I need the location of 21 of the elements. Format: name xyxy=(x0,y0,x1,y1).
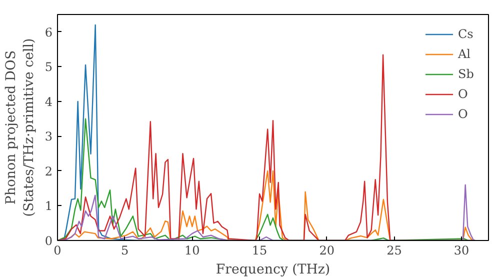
legend-label: Sb xyxy=(458,67,475,81)
y-tick-label: 4 xyxy=(44,94,53,109)
legend-label: O xyxy=(458,107,469,121)
legend-label: Al xyxy=(458,47,472,61)
y-tick-label: 0 xyxy=(44,234,53,248)
x-tick-label: 5 xyxy=(121,244,129,258)
x-tick-label: 10 xyxy=(184,244,200,258)
legend-label: Cs xyxy=(458,27,474,41)
x-tick-label: 0 xyxy=(54,244,62,258)
y-tick-label: 6 xyxy=(44,25,53,40)
y-tick-label: 2 xyxy=(44,164,53,178)
x-axis-title: Frequency (THz) xyxy=(216,262,330,278)
y-axis-title: Phonon projected DOS (States/THz·primitive cell) xyxy=(4,38,37,217)
y-tick-label: 1 xyxy=(44,199,53,214)
x-tick-label: 30 xyxy=(454,244,470,258)
x-tick-label: 20 xyxy=(319,244,335,258)
x-tick-label: 25 xyxy=(386,244,402,258)
x-tick-label: 15 xyxy=(252,244,268,258)
y-tick-label: 3 xyxy=(44,130,53,144)
legend-label: O xyxy=(458,87,469,101)
y-tick-label: 5 xyxy=(44,60,53,74)
